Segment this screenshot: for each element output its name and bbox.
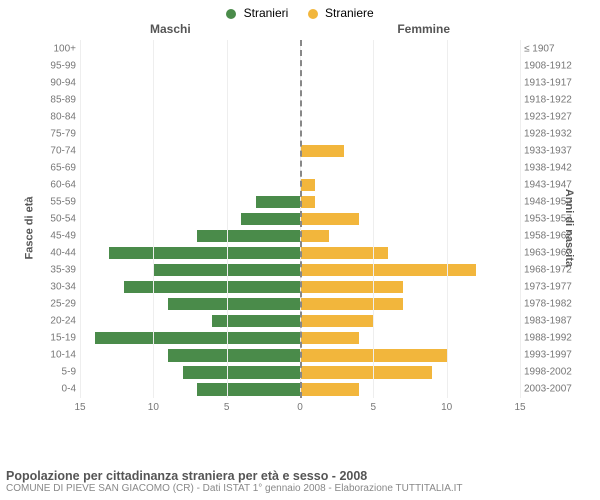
age-label: 5-9 [22,367,76,378]
x-tick: 0 [297,402,303,413]
age-label: 30-34 [22,282,76,293]
birth-label: 1968-1972 [524,265,578,276]
age-label: 55-59 [22,196,76,207]
plot-area: 100+≤ 190795-991908-191290-941913-191785… [80,40,520,398]
population-pyramid: Maschi Femmine Fasce di età Anni di nasc… [20,22,580,422]
age-label: 80-84 [22,111,76,122]
x-tick: 5 [224,402,230,413]
legend-swatch-male [226,9,236,19]
age-label: 50-54 [22,213,76,224]
age-label: 75-79 [22,128,76,139]
x-tick: 15 [514,402,525,413]
age-label: 40-44 [22,248,76,259]
age-label: 65-69 [22,162,76,173]
age-label: 10-14 [22,350,76,361]
x-tick: 15 [74,402,85,413]
footer-title: Popolazione per cittadinanza straniera p… [6,469,594,483]
birth-label: 1993-1997 [524,350,578,361]
birth-label: 1948-1952 [524,196,578,207]
age-label: 25-29 [22,299,76,310]
age-label: 100+ [22,43,76,54]
birth-label: 1923-1927 [524,111,578,122]
birth-label: 1943-1947 [524,179,578,190]
birth-label: 1978-1982 [524,299,578,310]
legend: Stranieri Straniere [0,0,600,22]
age-label: 20-24 [22,316,76,327]
birth-label: 1908-1912 [524,60,578,71]
x-tick: 10 [148,402,159,413]
birth-label: 1998-2002 [524,367,578,378]
chart-footer: Popolazione per cittadinanza straniera p… [6,469,594,494]
birth-label: 1918-1922 [524,94,578,105]
age-label: 60-64 [22,179,76,190]
birth-label: 1938-1942 [524,162,578,173]
birth-label: 1953-1957 [524,213,578,224]
x-tick: 5 [371,402,377,413]
gridline [520,40,521,398]
x-tick: 10 [441,402,452,413]
footer-subtitle: COMUNE DI PIEVE SAN GIACOMO (CR) - Dati … [6,483,594,494]
age-label: 0-4 [22,384,76,395]
age-label: 35-39 [22,265,76,276]
col-title-female: Femmine [397,22,450,36]
birth-label: 1933-1937 [524,145,578,156]
legend-label-female: Straniere [325,6,374,20]
age-label: 45-49 [22,231,76,242]
age-label: 70-74 [22,145,76,156]
legend-label-male: Stranieri [244,6,289,20]
x-axis: 15105051015 [80,402,520,418]
legend-swatch-female [308,9,318,19]
col-title-male: Maschi [150,22,191,36]
age-label: 15-19 [22,333,76,344]
legend-item-female: Straniere [308,6,374,20]
birth-label: 1963-1967 [524,248,578,259]
birth-label: 1928-1932 [524,128,578,139]
legend-item-male: Stranieri [226,6,288,20]
age-label: 90-94 [22,77,76,88]
age-label: 85-89 [22,94,76,105]
birth-label: 2003-2007 [524,384,578,395]
birth-label: 1913-1917 [524,77,578,88]
birth-label: 1958-1962 [524,231,578,242]
birth-label: ≤ 1907 [524,43,578,54]
birth-label: 1983-1987 [524,316,578,327]
birth-label: 1988-1992 [524,333,578,344]
age-label: 95-99 [22,60,76,71]
axis-zero-line [300,40,302,398]
birth-label: 1973-1977 [524,282,578,293]
